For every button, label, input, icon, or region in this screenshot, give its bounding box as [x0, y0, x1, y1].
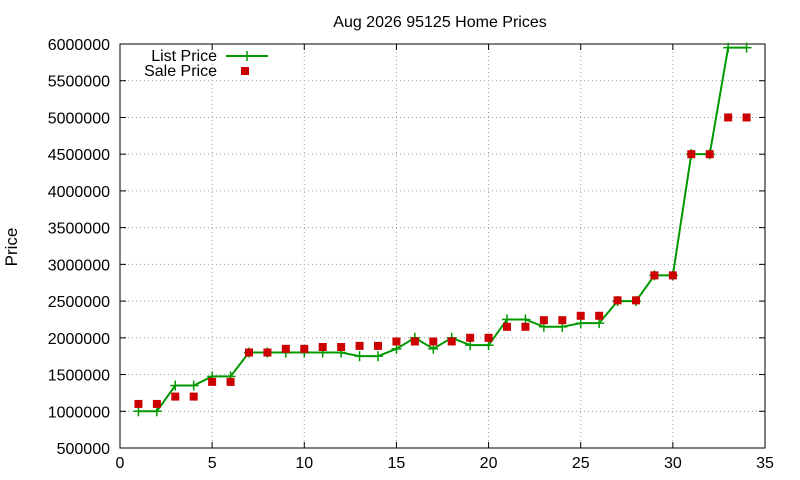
sale-price-point [318, 343, 327, 351]
sale-price-point [724, 113, 733, 122]
list-price-point [575, 318, 586, 329]
sale-price-point [613, 296, 622, 305]
list-price-point [465, 340, 476, 351]
y-tick-label: 2000000 [48, 331, 110, 348]
list-price-point [354, 351, 365, 362]
sale-price-point [337, 343, 346, 351]
sale-price-point [189, 392, 198, 401]
sale-price-point [650, 271, 659, 280]
sale-price-point [595, 311, 604, 320]
sale-price-point [134, 399, 143, 408]
list-price-point [428, 343, 439, 354]
data-series [133, 42, 752, 417]
list-price-point [170, 380, 181, 391]
sale-price-point [171, 392, 180, 401]
y-tick-label: 6000000 [48, 37, 110, 54]
sale-price-point [208, 377, 217, 386]
sale-price-point [539, 316, 548, 325]
y-tick-label: 1500000 [48, 368, 110, 385]
y-tick-label: 5500000 [48, 74, 110, 91]
sale-price-point [226, 377, 235, 386]
series-list-price [133, 42, 752, 417]
sale-price-point [263, 348, 272, 357]
sale-price-point [152, 399, 161, 408]
y-tick-label: 4000000 [48, 184, 110, 201]
x-tick-label: 30 [664, 455, 682, 472]
list-price-line [138, 46, 747, 413]
list-price-point [483, 340, 494, 351]
list-price-point [520, 314, 531, 325]
sale-price-point [429, 337, 438, 346]
x-tick-label: 35 [756, 455, 774, 472]
sale-price-point [392, 337, 401, 346]
legend-swatch-sale-price [241, 67, 249, 75]
x-tick-label: 0 [116, 455, 125, 472]
legend-label-list-price: List Price [151, 48, 217, 65]
sale-price-point [705, 150, 714, 159]
sale-price-point [447, 337, 456, 346]
list-price-point [741, 42, 752, 53]
legend-marker-list-price [242, 51, 252, 61]
sale-price-point [300, 344, 309, 353]
x-tick-label: 15 [388, 455, 406, 472]
list-price-point [151, 406, 162, 417]
list-price-point [133, 406, 144, 417]
x-tick-label: 5 [208, 455, 217, 472]
list-price-point [188, 380, 199, 391]
sale-price-point [558, 316, 567, 325]
list-price-point [594, 318, 605, 329]
y-tick-label: 1000000 [48, 404, 110, 421]
y-tick-label: 2500000 [48, 294, 110, 311]
sale-price-point [410, 337, 419, 346]
y-tick-label: 500000 [57, 441, 110, 458]
y-tick-label: 4500000 [48, 147, 110, 164]
sale-price-point [245, 348, 253, 357]
y-tick-label: 3500000 [48, 221, 110, 238]
axes [119, 43, 766, 449]
sale-price-point [632, 296, 640, 305]
series-sale-price [134, 113, 751, 408]
sale-price-point [576, 311, 585, 320]
sale-price-point [687, 150, 696, 159]
sale-price-point [742, 113, 751, 122]
list-price-point [391, 343, 402, 354]
chart-title: Aug 2026 95125 Home Prices [333, 14, 546, 31]
list-price-point [373, 351, 383, 362]
y-axis-title: Price [2, 228, 21, 267]
tick-labels: 0 5 10 15 20 25 30 35 500000 1000000 1500000 200000… [48, 37, 774, 472]
sale-price-point [668, 271, 677, 280]
sale-price-point [521, 322, 530, 331]
x-tick-label: 25 [572, 455, 590, 472]
grid-lines [120, 44, 765, 448]
x-tick-label: 20 [480, 455, 498, 472]
sale-price-point [374, 341, 382, 350]
sale-price-point [484, 333, 493, 342]
list-price-point [723, 42, 734, 53]
sale-price-point [466, 333, 475, 342]
y-tick-label: 3000000 [48, 257, 110, 274]
list-price-point [502, 314, 512, 325]
sale-price-point [503, 322, 511, 331]
sale-price-point [281, 344, 290, 353]
legend-label-sale-price: Sale Price [144, 63, 217, 80]
sale-price-point [355, 341, 364, 350]
y-tick-label: 5000000 [48, 110, 110, 127]
plot-border [119, 43, 766, 449]
x-tick-label: 10 [295, 455, 313, 472]
